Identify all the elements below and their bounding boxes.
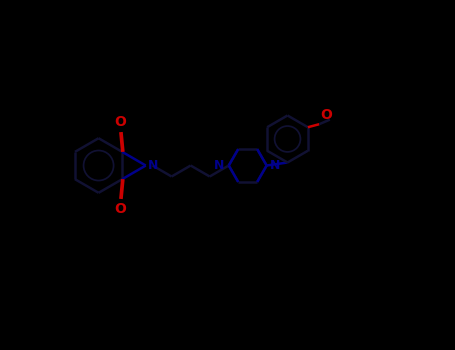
Text: O: O bbox=[320, 108, 332, 122]
Text: N: N bbox=[270, 159, 280, 172]
Text: N: N bbox=[213, 159, 224, 172]
Text: O: O bbox=[114, 116, 126, 130]
Text: O: O bbox=[114, 202, 126, 216]
Text: N: N bbox=[148, 159, 158, 172]
